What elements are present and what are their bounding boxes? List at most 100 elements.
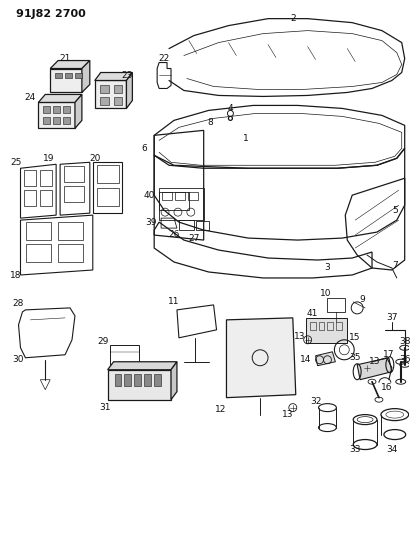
Text: 41: 41 — [307, 309, 318, 318]
Bar — [124, 374, 131, 386]
Text: 27: 27 — [188, 233, 199, 243]
Bar — [24, 170, 36, 186]
Text: 13: 13 — [282, 410, 294, 419]
Bar — [53, 107, 60, 114]
Polygon shape — [126, 72, 132, 108]
Text: 14: 14 — [300, 356, 311, 364]
Text: 36: 36 — [399, 356, 410, 364]
Bar — [114, 98, 122, 106]
Text: 30: 30 — [13, 356, 24, 364]
Text: 6: 6 — [141, 144, 147, 153]
Text: 9: 9 — [359, 295, 365, 304]
Bar — [75, 72, 82, 78]
Text: 34: 34 — [386, 445, 398, 454]
Polygon shape — [95, 80, 126, 108]
Text: 29: 29 — [97, 337, 108, 346]
Text: 7: 7 — [392, 261, 398, 270]
Bar — [175, 192, 185, 200]
Text: 11: 11 — [168, 297, 180, 306]
Text: 4: 4 — [227, 104, 233, 113]
Bar — [318, 322, 325, 330]
Text: 26: 26 — [168, 230, 180, 239]
Circle shape — [228, 116, 232, 120]
Bar — [40, 170, 52, 186]
Polygon shape — [50, 69, 82, 92]
Text: 25: 25 — [10, 158, 21, 167]
Bar — [63, 107, 70, 114]
Bar — [53, 117, 60, 124]
Bar — [328, 298, 345, 312]
Text: 1: 1 — [243, 134, 249, 143]
Bar — [24, 190, 36, 206]
Polygon shape — [227, 318, 296, 398]
Text: 28: 28 — [13, 300, 24, 309]
Text: 21: 21 — [59, 54, 71, 63]
Text: 17: 17 — [383, 350, 395, 359]
Text: 23: 23 — [122, 71, 133, 80]
Bar — [58, 244, 83, 262]
Text: 37: 37 — [386, 313, 398, 322]
Bar — [310, 322, 316, 330]
Polygon shape — [95, 72, 132, 80]
Text: 38: 38 — [399, 337, 410, 346]
Text: 20: 20 — [89, 154, 101, 163]
Text: 2: 2 — [290, 14, 296, 23]
Polygon shape — [108, 370, 171, 400]
Bar — [134, 374, 141, 386]
Bar — [97, 188, 119, 206]
Polygon shape — [357, 358, 392, 379]
Text: 31: 31 — [99, 403, 110, 412]
Bar — [64, 166, 84, 182]
Bar — [110, 345, 139, 365]
Text: 18: 18 — [10, 271, 21, 280]
Text: 35: 35 — [349, 353, 361, 362]
Bar — [26, 244, 51, 262]
Bar — [26, 222, 51, 240]
Bar — [43, 107, 50, 114]
Text: 13: 13 — [369, 357, 381, 366]
Polygon shape — [316, 352, 335, 366]
Polygon shape — [82, 61, 90, 92]
Text: 12: 12 — [215, 405, 226, 414]
Bar — [63, 117, 70, 124]
Bar — [114, 85, 122, 93]
Text: 3: 3 — [325, 263, 330, 272]
Bar — [115, 374, 122, 386]
Text: 19: 19 — [42, 154, 54, 163]
Bar — [144, 374, 151, 386]
Bar — [154, 374, 161, 386]
Text: 16: 16 — [381, 383, 393, 392]
Text: 15: 15 — [349, 333, 361, 342]
Text: 39: 39 — [145, 217, 157, 227]
Bar — [100, 85, 109, 93]
Bar — [159, 192, 189, 210]
Text: 32: 32 — [310, 397, 321, 406]
Polygon shape — [38, 102, 75, 128]
Bar — [336, 322, 342, 330]
Bar — [64, 186, 84, 202]
Bar — [55, 72, 62, 78]
Bar — [100, 98, 109, 106]
Text: 91J82 2700: 91J82 2700 — [16, 9, 85, 19]
Polygon shape — [108, 362, 177, 370]
Bar — [58, 222, 83, 240]
Bar — [162, 192, 172, 200]
Text: 22: 22 — [159, 54, 170, 63]
Bar — [40, 190, 52, 206]
Text: 40: 40 — [143, 191, 155, 200]
Bar — [65, 72, 72, 78]
Bar — [328, 322, 333, 330]
Text: 10: 10 — [320, 289, 331, 298]
Bar — [306, 318, 347, 343]
Text: 8: 8 — [208, 118, 213, 127]
Polygon shape — [171, 362, 177, 400]
Bar — [97, 165, 119, 183]
Bar — [43, 117, 50, 124]
Text: 5: 5 — [392, 206, 398, 215]
Bar — [188, 192, 198, 200]
Text: 24: 24 — [25, 93, 36, 102]
Polygon shape — [50, 61, 90, 69]
Text: 33: 33 — [349, 445, 361, 454]
Polygon shape — [38, 94, 82, 102]
Text: 13: 13 — [294, 332, 305, 341]
